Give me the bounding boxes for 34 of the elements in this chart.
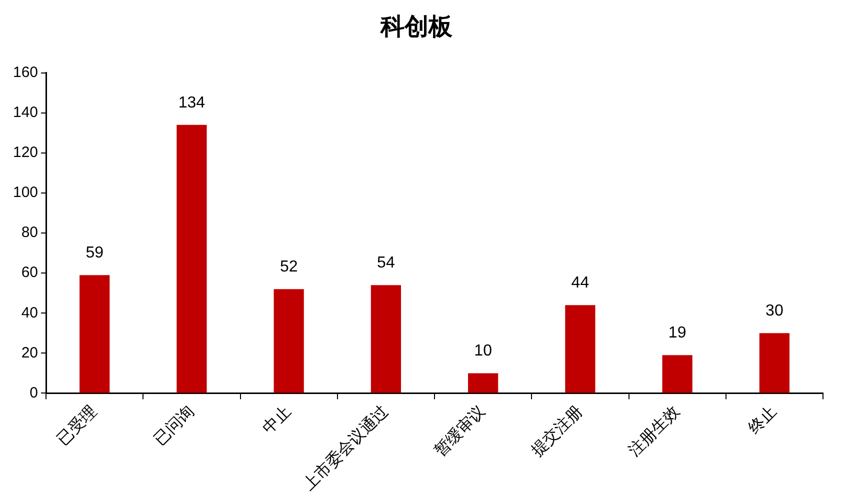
data-label: 44 [571, 274, 590, 292]
bar [565, 305, 596, 393]
bar [274, 289, 304, 393]
y-tick-label: 120 [12, 144, 38, 162]
data-label: 10 [474, 342, 492, 360]
y-tick-label: 20 [21, 344, 38, 362]
x-tick-label: 终止 [744, 401, 780, 438]
data-label: 30 [766, 302, 784, 320]
bar [80, 275, 110, 393]
bar [468, 373, 498, 393]
y-tick-label: 160 [12, 64, 38, 81]
x-tick-label: 注册生效 [624, 401, 684, 460]
bar [370, 285, 402, 393]
y-tick-label: 80 [21, 224, 38, 242]
data-label: 134 [178, 94, 206, 112]
x-tick-label: 上市委会议通过 [299, 401, 392, 494]
data-label: 59 [86, 244, 104, 262]
x-tick-label: 提交注册 [527, 401, 586, 460]
data-label: 54 [377, 254, 395, 272]
y-tick-label: 100 [12, 184, 38, 202]
data-label: 19 [668, 324, 686, 342]
x-tick-label: 暂缓审议 [430, 401, 489, 460]
chart-title: 科创板 [380, 14, 454, 41]
y-tick-label: 60 [21, 264, 38, 282]
x-tick-label: 中止 [258, 401, 295, 438]
x-tick-label: 已问询 [150, 401, 198, 449]
bar [176, 124, 207, 393]
bar [759, 333, 790, 393]
y-tick-label: 0 [30, 384, 38, 402]
bar [662, 355, 692, 393]
y-tick-label: 40 [21, 304, 38, 322]
y-tick-label: 140 [12, 104, 38, 121]
data-label: 52 [280, 258, 298, 276]
x-tick-label: 已受理 [52, 401, 100, 449]
